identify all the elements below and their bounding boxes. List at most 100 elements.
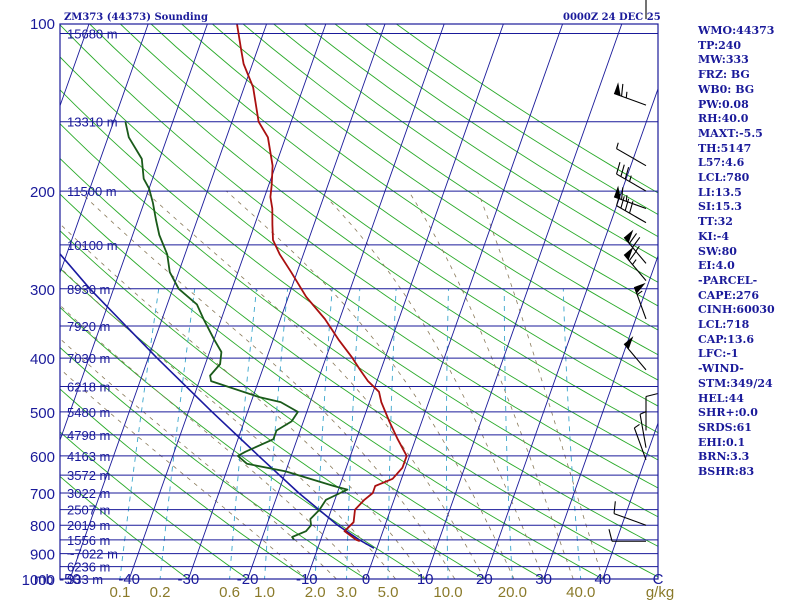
dry-adiabat <box>60 157 658 578</box>
wind-barb-full <box>629 201 634 214</box>
dry-adiabat <box>60 306 427 579</box>
wind-barb <box>633 423 647 461</box>
height-label: 4163 m <box>67 449 110 464</box>
index-line: BRN:3.3 <box>698 450 750 464</box>
index-line: WMO:44373 <box>698 24 775 37</box>
temperature-tick-label: 20 <box>476 571 493 588</box>
pressure-tick-label: 800 <box>30 518 55 535</box>
isotherm <box>187 24 386 579</box>
pressure-tick-label: 400 <box>30 351 55 368</box>
dry-adiabat <box>181 24 658 356</box>
index-line: STM:349/24 <box>698 376 773 390</box>
wind-barb-full <box>624 198 630 211</box>
mixing-ratio-label: 0.2 <box>150 584 171 600</box>
index-line: TT:32 <box>698 215 733 229</box>
dry-adiabat <box>212 24 658 331</box>
index-line: CAP:13.6 <box>698 332 755 346</box>
height-label: 6218 m <box>67 380 110 395</box>
isotherm <box>365 24 564 579</box>
isotherm <box>543 254 658 579</box>
wind-barb <box>623 229 647 264</box>
dry-adiabat <box>304 24 658 260</box>
mixing-ratio-line <box>159 288 196 579</box>
wind-barb <box>608 529 646 542</box>
isotherm <box>306 24 504 579</box>
wind-barb-full <box>613 501 616 514</box>
wind-barb-half <box>635 245 640 252</box>
wind-barb-staff <box>613 92 647 106</box>
wind-barb <box>639 411 647 448</box>
height-label: ~7022 m <box>67 547 118 562</box>
height-label: 7920 m <box>67 319 110 334</box>
wind-barb-half <box>634 423 640 429</box>
dry-adiabat <box>60 431 249 579</box>
mixing-ratio-line <box>445 288 449 579</box>
pressure-tick-label: 1000 <box>22 572 55 589</box>
wind-barb-flag <box>634 282 646 294</box>
index-line: SRDS:61 <box>698 420 752 434</box>
wind-barb-half <box>629 175 632 182</box>
dry-adiabat <box>242 24 658 307</box>
dry-adiabat <box>60 267 486 579</box>
isotherm <box>424 24 623 579</box>
index-line: L57:4.6 <box>698 156 745 170</box>
wind-barb-full <box>624 167 630 180</box>
wind-barb <box>645 392 659 431</box>
temperature-tick-label: 10 <box>417 571 434 588</box>
index-line: LI:13.5 <box>698 185 742 199</box>
index-line: TH:5147 <box>698 141 752 155</box>
parcel-trace <box>60 252 375 549</box>
wind-barb-full <box>616 193 621 206</box>
sounding-indices-panel: WMO:44373 TP:240 MW:333 FRZ: BG WB0: BG PW:0.… <box>698 24 798 480</box>
wind-barb <box>616 162 647 192</box>
wind-barb-full <box>621 83 624 97</box>
isotherm <box>128 24 327 579</box>
mixing-ratio-label: 20.0 <box>498 584 527 600</box>
pressure-tick-label: 700 <box>30 486 55 503</box>
temperature-tick-label: 40 <box>594 571 611 588</box>
temperature-tick-label: 30 <box>535 571 552 588</box>
dry-adiabat <box>60 230 545 579</box>
height-label: 333 m <box>67 572 103 587</box>
index-line: TP:240 <box>698 38 742 52</box>
wind-barb <box>623 336 647 371</box>
dry-adiabat <box>150 24 658 381</box>
pressure-tick-label: 500 <box>30 405 55 422</box>
index-line: PW:0.08 <box>698 97 749 111</box>
temperature-trace <box>236 24 408 543</box>
height-label: 5480 m <box>67 405 110 420</box>
height-label: 11500 m <box>67 184 117 199</box>
wind-barb-full <box>616 162 621 175</box>
pressure-tick-label: 600 <box>30 449 55 466</box>
mixing-ratio-label: 10.0 <box>433 584 462 600</box>
wind-barb-staff <box>623 343 647 371</box>
mixing-ratio-unit-label: g/kg <box>646 584 674 600</box>
mixing-ratio-line <box>562 288 582 579</box>
height-label: 13310 m <box>67 115 118 130</box>
wind-barb-full <box>628 233 637 244</box>
index-line: SI:15.3 <box>698 200 742 214</box>
height-label: 6236 m <box>67 560 110 575</box>
wind-barb-full <box>621 187 624 200</box>
station-title: ZM373 (44373) Sounding <box>64 12 208 23</box>
index-line: LCL:718 <box>698 318 750 332</box>
mixing-ratio-line <box>387 288 397 579</box>
wind-barb-half <box>625 91 628 98</box>
dry-adiabat <box>60 475 190 579</box>
dewpoint-trace <box>124 121 349 541</box>
temperature-tick-label: -10 <box>296 571 318 588</box>
wind-barb-staff <box>633 427 647 461</box>
wind-barb-staff <box>616 173 647 192</box>
mixing-ratio-line <box>503 288 513 579</box>
wind-barb-staff <box>616 148 647 167</box>
wind-barb-flag <box>614 82 621 96</box>
height-label: 8930 m <box>67 282 110 297</box>
wind-barb <box>616 142 647 167</box>
pressure-tick-label: 200 <box>30 184 55 201</box>
wind-barb-half <box>632 259 637 265</box>
height-label: 4798 m <box>67 428 110 443</box>
isotherm <box>69 24 268 579</box>
mixing-ratio-label: 40.0 <box>566 584 595 600</box>
plot-frame <box>59 23 659 580</box>
